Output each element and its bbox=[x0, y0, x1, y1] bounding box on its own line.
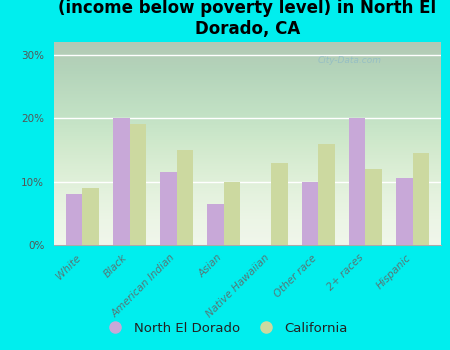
Bar bbox=[365, 169, 382, 245]
Bar bbox=[396, 178, 413, 245]
Bar bbox=[349, 118, 365, 245]
Bar bbox=[224, 182, 240, 245]
Bar bbox=[302, 182, 318, 245]
Bar bbox=[130, 125, 146, 245]
Bar bbox=[113, 118, 130, 245]
Bar bbox=[271, 162, 288, 245]
Bar bbox=[177, 150, 193, 245]
Bar bbox=[318, 144, 335, 245]
Bar bbox=[413, 153, 429, 245]
Legend: North El Dorado, California: North El Dorado, California bbox=[97, 316, 353, 340]
Bar bbox=[66, 194, 82, 245]
Title: Breakdown of poor residents within races
(income below poverty level) in North E: Breakdown of poor residents within races… bbox=[51, 0, 444, 38]
Bar bbox=[82, 188, 99, 245]
Text: City-Data.com: City-Data.com bbox=[317, 56, 381, 65]
Bar bbox=[160, 172, 177, 245]
Bar bbox=[207, 204, 224, 245]
